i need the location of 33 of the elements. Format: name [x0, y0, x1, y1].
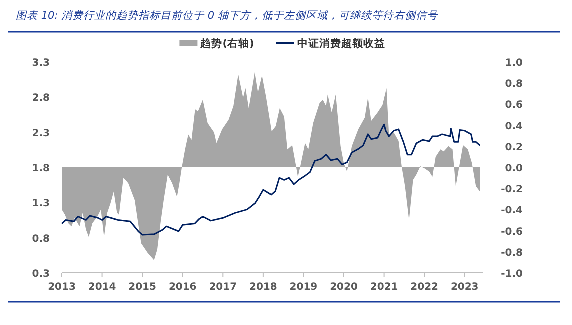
y2-tick-label: -1.0: [501, 269, 524, 280]
x-tick-label: 2015: [128, 282, 157, 293]
x-tick-label: 2020: [330, 282, 358, 293]
y-tick-label: 3.3: [32, 58, 50, 69]
y2-tick-label: -0.6: [501, 226, 524, 238]
y2-tick-label: 0.2: [505, 142, 524, 154]
y-tick-label: 1.3: [32, 198, 50, 210]
y2-tick-label: -0.2: [501, 184, 524, 196]
x-tick-label: 2018: [250, 282, 278, 293]
x-tick-label: 2023: [450, 282, 479, 293]
y2-tick-label: -0.4: [501, 206, 524, 217]
y-tick-label: 0.3: [32, 269, 50, 280]
y-tick-label: 2.3: [32, 128, 50, 140]
y-tick-label: 0.8: [32, 234, 50, 245]
y2-tick-label: 0.6: [505, 100, 524, 112]
y2-tick-label: 0.4: [505, 121, 524, 132]
chart-title: 图表 10: 消费行业的趋势指标目前位于 0 轴下方，低于左侧区域，可继续等待右侧信号: [16, 10, 439, 22]
x-tick-label: 2017: [209, 282, 238, 293]
y2-tick-label: 0.8: [505, 79, 524, 90]
y2-tick-label: -0.8: [501, 248, 524, 259]
x-tick-label: 2014: [88, 282, 116, 293]
legend-label: 中证消费超额收益: [297, 37, 386, 50]
y-tick-label: 1.8: [32, 164, 50, 174]
x-tick-label: 2021: [370, 282, 398, 293]
x-tick-label: 2016: [168, 282, 197, 293]
line-series: [61, 124, 481, 236]
x-tick-label: 2019: [290, 282, 318, 293]
y2-tick-label: 0.0: [505, 164, 524, 174]
y2-tick-label: 1.0: [505, 58, 524, 69]
y-tick-label: 2.8: [32, 93, 50, 104]
legend-label: 趋势(右轴): [200, 37, 254, 50]
x-tick-label: 2022: [410, 282, 439, 293]
x-tick-label: 2013: [48, 282, 76, 293]
